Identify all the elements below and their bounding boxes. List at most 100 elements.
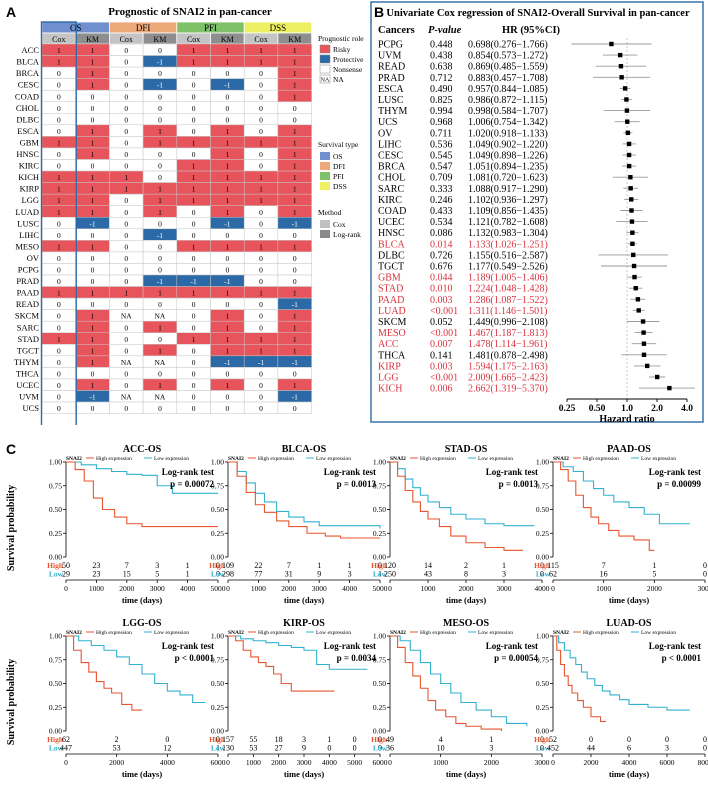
panel-a-label: A [6,4,17,20]
km-xlabel: time (days) [446,595,487,605]
heatmap-cell-value: 1 [225,185,229,194]
forest-point [641,341,647,346]
panel-b-label: B [374,4,385,20]
forest-point [624,97,629,102]
heatmap-cell-value: 1 [293,185,297,194]
heatmap-cell-value: 0 [57,69,61,78]
risk-low-count: 27 [275,744,283,753]
forest-point [619,75,624,80]
legend-method-label: Cox [333,220,346,229]
heatmap-cell-value: 0 [259,312,263,321]
forest-xtick-label: 4.0 [681,404,693,414]
km-low-curve [553,635,690,711]
forest-hr-text: 1.049(0.902−1.220) [468,139,548,150]
km-legend-strata: SNAI2 [66,630,82,636]
heatmap-cell-value: 1 [225,381,229,390]
heatmap-cell-value: 1 [158,138,162,147]
heatmap-cell-value: 1 [158,196,162,205]
panel-a-heatmap: Prognostic of SNAI2 in pan-cancer OS Cox KM… [14,6,364,425]
forest-pvalue: 0.433 [430,206,453,217]
heatmap-cell-value: 1 [57,196,61,205]
km-xlabel: time (days) [609,769,650,779]
heatmap-cell-value: 1 [225,323,229,332]
heatmap-cell-value: 1 [91,381,95,390]
km-pvalue: p < 0.0001 [662,653,702,663]
heatmap-row-label: KIRP [20,184,40,194]
legend-method-label: Log-rank [333,230,361,239]
heatmap-row-label: PCPG [18,265,39,275]
forest-pvalue: 0.010 [430,284,453,295]
heatmap-cell-value: 0 [192,266,196,275]
risk-high-label: High [371,561,388,570]
heatmap-cell-value: 0 [192,231,196,240]
risk-high-count: 115 [547,561,559,570]
risk-low-label: Low [373,744,388,753]
heatmap-cell-value: 0 [124,323,128,332]
heatmap-cell-value: 0 [124,346,128,355]
legend-type-swatch [320,162,330,170]
km-xtick-label: 2000 [109,758,124,767]
risk-low-count: 3 [489,744,493,753]
forest-hr-text: 1.449(0.996−2.108) [468,317,548,328]
forest-hr-text: 0.698(0.276−1.766) [468,40,548,51]
km-ytick-label: 1.00 [211,632,224,641]
km-test-label: Log-rank test [324,641,376,651]
km-ytick-label: 0.25 [536,529,549,538]
risk-low-count: 10 [437,744,445,753]
heatmap-row-label: TGCT [17,345,40,355]
heatmap-cell-value: 0 [192,127,196,136]
km-ytick-label: 0.75 [211,655,224,664]
risk-low-count: 15 [123,570,131,579]
km-pvalue: p = 0.00054 [494,653,538,663]
heatmap-cell-value: 0 [124,208,128,217]
heatmap-cell-value: 0 [124,69,128,78]
risk-low-count: 16 [600,570,608,579]
risk-low-count: 29 [62,570,70,579]
heatmap-cell-value: -1 [224,219,230,228]
method-label: Cox [52,35,65,44]
heatmap-cell-value: 1 [225,346,229,355]
heatmap-cell-value: 0 [158,173,162,182]
km-ytick-label: 0.75 [49,481,62,490]
heatmap-cell-value: 0 [259,369,263,378]
heatmap-cell-value: 0 [293,115,297,124]
heatmap-cell-value: 0 [192,104,196,113]
km-high-curve [390,635,503,731]
risk-low-count: 53 [113,744,121,753]
forest-point [630,241,635,246]
forest-point [633,286,638,291]
heatmap-cell-value: 1 [225,335,229,344]
km-legend-low-label: Low expression [316,456,351,462]
risk-high-label: High [534,561,551,570]
heatmap-cell-value: 1 [225,242,229,251]
forest-cancer-label: MESO [378,328,406,339]
risk-low-count: 43 [424,570,432,579]
heatmap-row-label: THYM [14,357,39,367]
heatmap-row-label: LIHC [19,230,39,240]
km-xtick-label: 1000 [251,584,266,593]
risk-high-count: 0 [540,735,544,744]
forest-hr-text: 1.594(1.175−2.163) [468,361,548,372]
forest-pvalue: 0.726 [430,250,453,261]
heatmap-cell-value: 0 [91,254,95,263]
risk-low-count: 0 [540,570,544,579]
heatmap-cell-value: NA [155,312,166,321]
heatmap-cell-value: 1 [124,173,128,182]
km-ytick-label: 0.75 [536,655,549,664]
heatmap-cell-value: 0 [124,266,128,275]
km-high-curve [390,461,523,551]
risk-high-count: 157 [222,735,234,744]
risk-high-count: 1 [652,561,656,570]
risk-low-count: 3 [348,570,352,579]
heatmap-cell-value: 1 [192,196,196,205]
forest-cancer-label: TGCT [378,262,404,273]
heatmap-cell-value: 0 [91,300,95,309]
km-legend-low-label: Low expression [478,630,513,636]
km-ytick-label: 1.00 [373,632,386,641]
heatmap-cell-value: 1 [225,162,229,171]
km-pvalue: p = 0.00072 [170,479,214,489]
forest-hr-text: 1.155(0.516−2.587) [468,250,548,261]
km-low-curve [390,635,528,727]
km-xtick-label: 6000 [660,758,675,767]
forest-cancer-label: THYM [378,106,408,117]
